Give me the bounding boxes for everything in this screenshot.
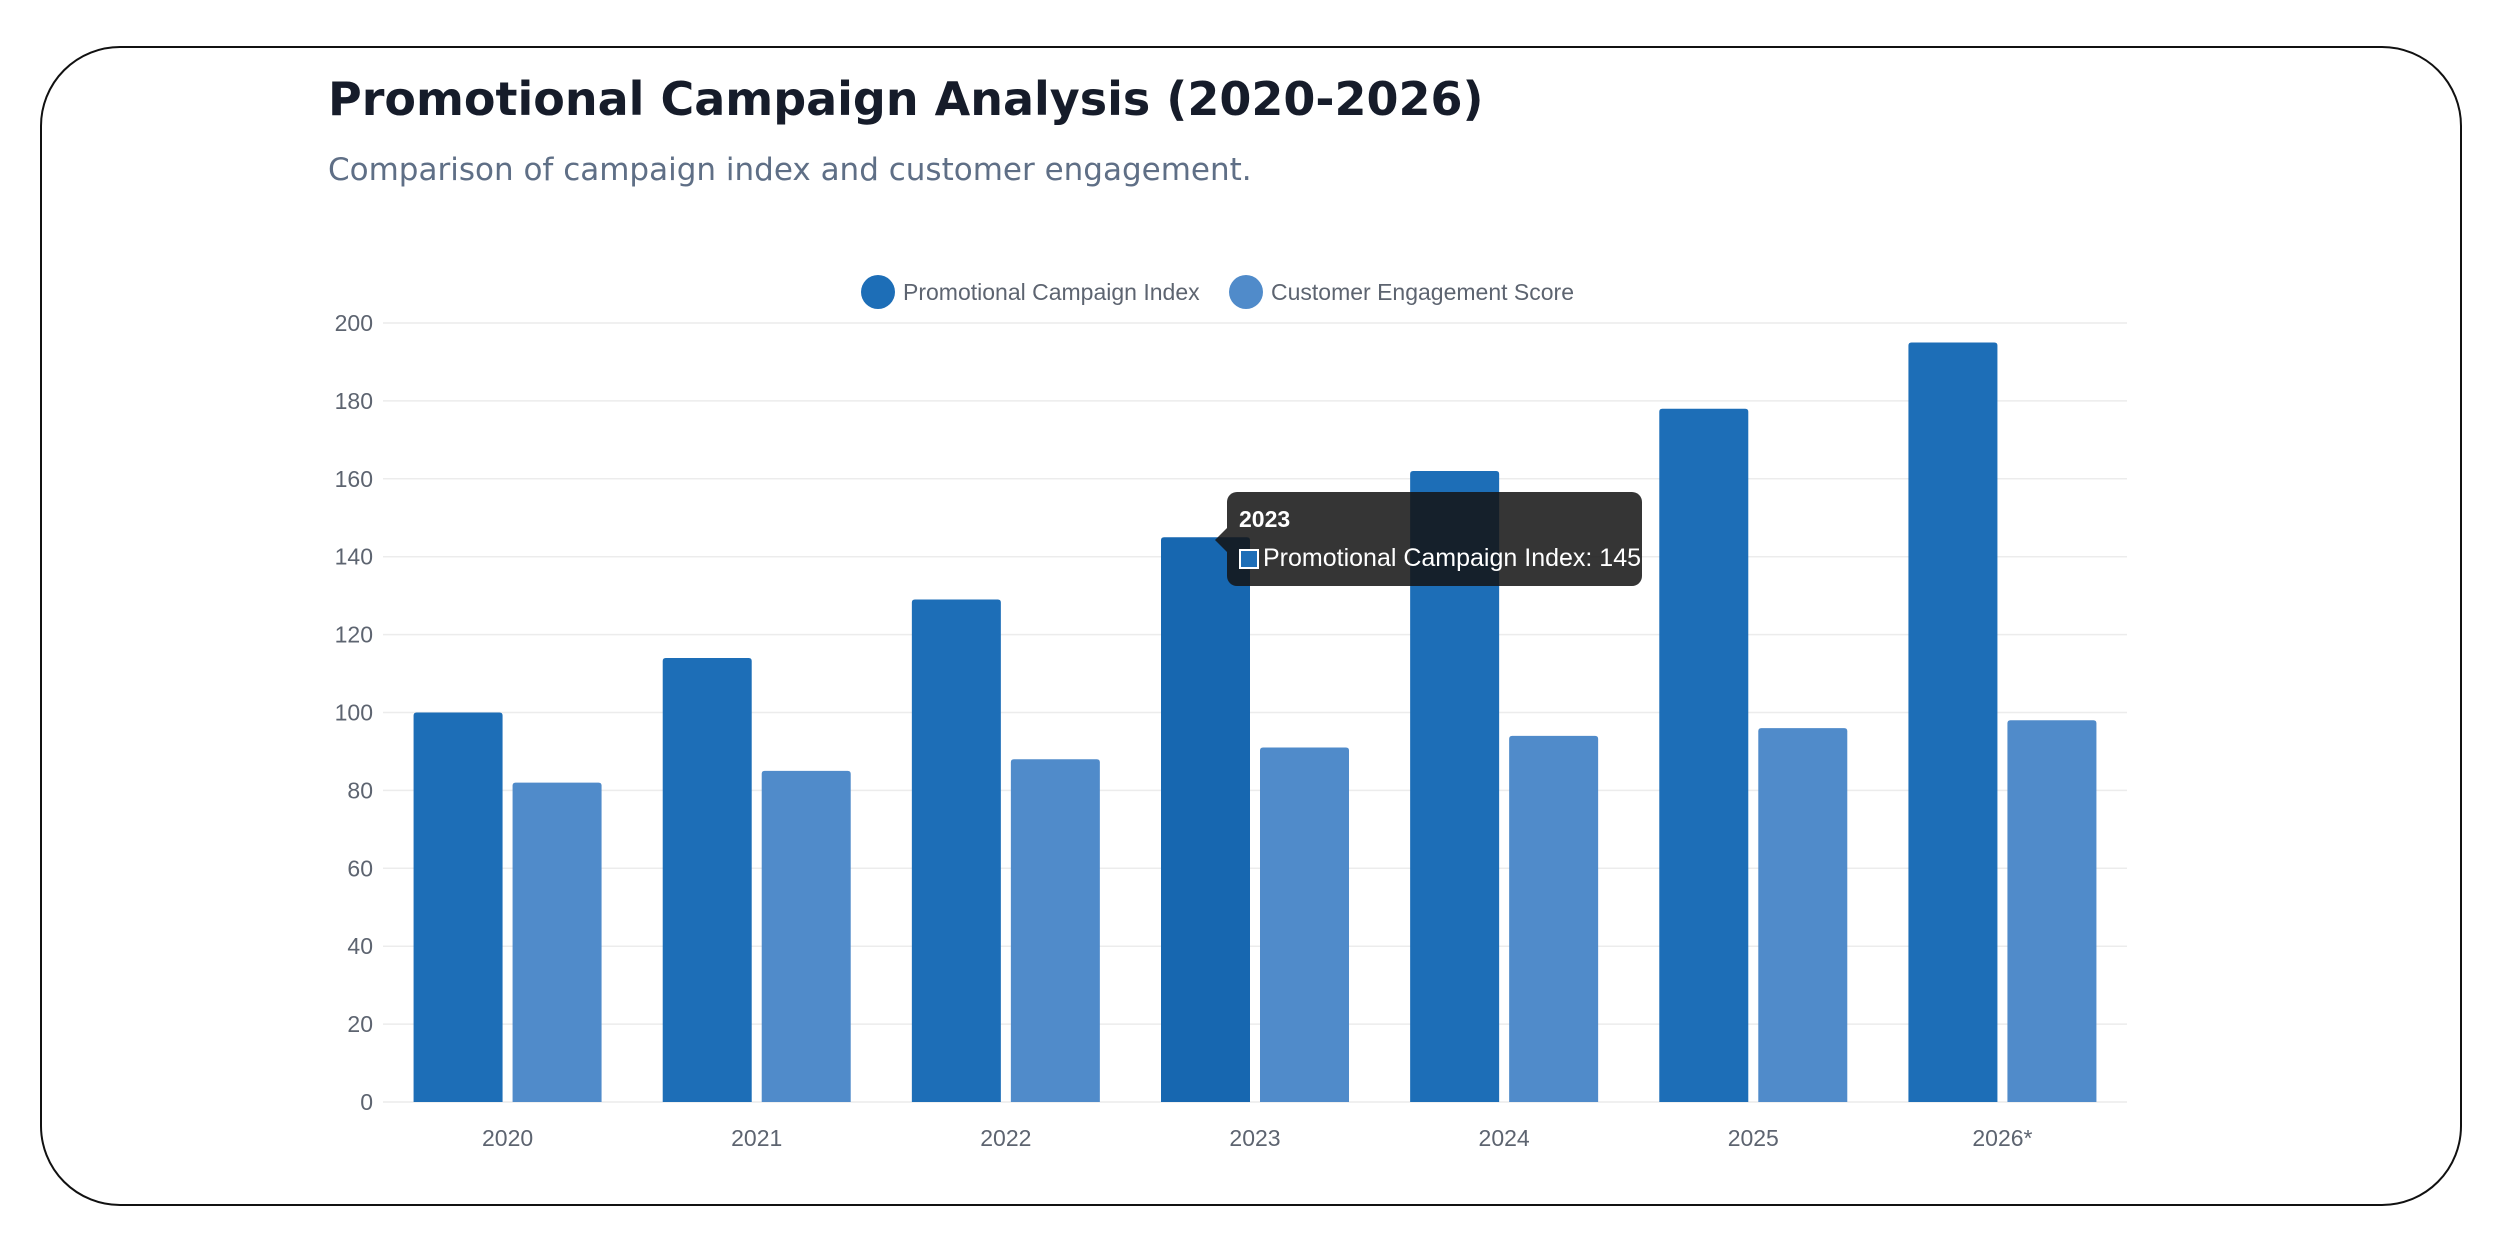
y-tick-label: 180 (335, 388, 373, 414)
tooltip-swatch (1239, 549, 1259, 569)
bar-customer-engagement-score-2021[interactable] (761, 770, 851, 1102)
y-tick-label: 160 (335, 466, 373, 492)
bar-customer-engagement-score-2023[interactable] (1260, 747, 1349, 1102)
chart-title: Promotional Campaign Analysis (2020-2026… (328, 72, 1484, 126)
y-tick-label: 120 (335, 622, 373, 648)
x-tick-label: 2022 (980, 1125, 1031, 1151)
x-tick-label: 2025 (1728, 1125, 1779, 1151)
y-tick-label: 200 (335, 310, 373, 336)
legend-swatch-2[interactable] (1229, 275, 1263, 309)
y-tick-label: 0 (360, 1089, 373, 1115)
bar-promotional-campaign-index-2022[interactable] (911, 599, 1001, 1102)
bar-customer-engagement-score-2024[interactable] (1509, 735, 1599, 1102)
chart-tooltip: 2023 Promotional Campaign Index: 145 (1215, 492, 1642, 586)
y-tick-label: 80 (347, 777, 373, 803)
y-tick-label: 140 (335, 544, 373, 570)
y-tick-label: 20 (347, 1011, 373, 1037)
legend-label-2[interactable]: Customer Engagement Score (1271, 279, 1574, 305)
legend-swatch-1[interactable] (861, 275, 895, 309)
tooltip-title: 2023 (1239, 506, 1291, 532)
x-tick-label: 2023 (1229, 1125, 1280, 1151)
tooltip-label: Promotional Campaign Index: 145 (1263, 544, 1642, 572)
x-tick-label: 2020 (482, 1125, 533, 1151)
y-tick-label: 60 (347, 855, 373, 881)
bar-promotional-campaign-index-2024[interactable] (1410, 471, 1500, 1102)
x-tick-label: 2024 (1479, 1125, 1530, 1151)
bar-promotional-campaign-index-2025[interactable] (1659, 408, 1749, 1102)
y-tick-label: 100 (335, 700, 373, 726)
bar-customer-engagement-score-2022[interactable] (1010, 759, 1100, 1102)
bar-customer-engagement-score-2026[interactable] (2007, 720, 2097, 1102)
bar-promotional-campaign-index-2020[interactable] (413, 712, 503, 1103)
bar-promotional-campaign-index-2023[interactable] (1161, 537, 1250, 1102)
bar-customer-engagement-score-2025[interactable] (1758, 728, 1848, 1102)
bar-promotional-campaign-index-2021[interactable] (662, 657, 752, 1102)
bar-promotional-campaign-index-2026[interactable] (1908, 342, 1998, 1103)
chart-subtitle: Comparison of campaign index and custome… (328, 152, 1252, 188)
x-tick-label: 2026* (1972, 1125, 2032, 1151)
x-tick-label: 2021 (731, 1125, 782, 1151)
bar-customer-engagement-score-2020[interactable] (512, 782, 602, 1102)
tooltip-row: Promotional Campaign Index: 145 (1239, 544, 1641, 573)
legend-label-1[interactable]: Promotional Campaign Index (903, 279, 1200, 305)
y-tick-label: 40 (347, 933, 373, 959)
